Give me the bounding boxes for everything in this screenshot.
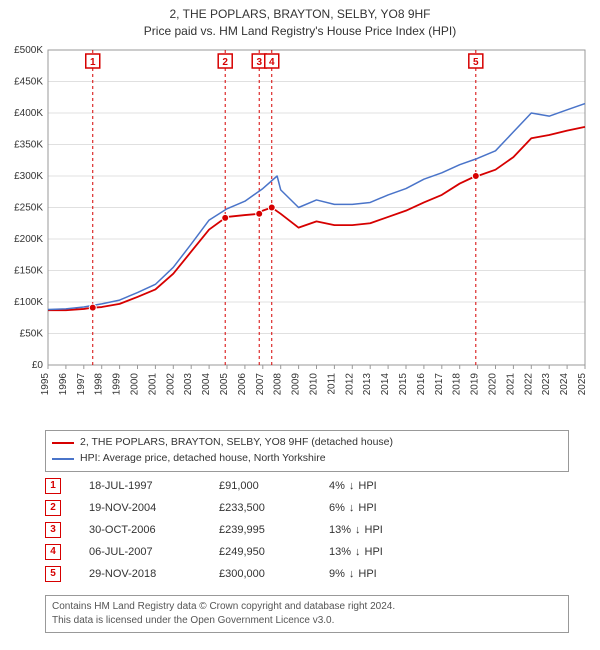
svg-text:1999: 1999 <box>112 373 123 396</box>
svg-text:£0: £0 <box>32 360 44 371</box>
svg-text:2004: 2004 <box>201 373 212 396</box>
legend-box: 2, THE POPLARS, BRAYTON, SELBY, YO8 9HF … <box>45 430 569 472</box>
svg-text:2019: 2019 <box>470 373 481 396</box>
svg-text:1995: 1995 <box>40 373 51 396</box>
svg-text:2012: 2012 <box>344 373 355 396</box>
svg-text:2017: 2017 <box>434 373 445 396</box>
chart-area: £0 £50K £100K £150K £200K £250K £300K £350K £400… <box>0 40 600 420</box>
sale-price: £249,950 <box>219 546 329 558</box>
svg-text:£300K: £300K <box>14 171 43 182</box>
sale-marker-box: 3 <box>45 522 61 538</box>
svg-text:3: 3 <box>256 57 262 68</box>
svg-text:2: 2 <box>222 57 228 68</box>
chart-container: 2, THE POPLARS, BRAYTON, SELBY, YO8 9HF … <box>0 0 600 650</box>
legend-swatch-hpi <box>52 458 74 460</box>
sale-price: £91,000 <box>219 480 329 492</box>
legend-label-hpi: HPI: Average price, detached house, Nort… <box>80 451 326 467</box>
down-arrow-icon: ↓ <box>355 546 361 558</box>
sale-date: 19-NOV-2004 <box>89 502 219 514</box>
svg-text:1996: 1996 <box>58 373 69 396</box>
svg-text:2002: 2002 <box>165 373 176 396</box>
svg-text:2008: 2008 <box>273 373 284 396</box>
chart-svg: £0 £50K £100K £150K £200K £250K £300K £350K £400… <box>0 40 600 420</box>
sale-date: 29-NOV-2018 <box>89 568 219 580</box>
svg-text:2024: 2024 <box>559 373 570 396</box>
svg-text:2009: 2009 <box>291 373 302 396</box>
svg-text:£250K: £250K <box>14 203 43 214</box>
svg-text:2000: 2000 <box>130 373 141 396</box>
svg-text:2015: 2015 <box>398 373 409 396</box>
svg-text:4: 4 <box>269 57 275 68</box>
svg-text:2022: 2022 <box>523 373 534 396</box>
sale-date: 30-OCT-2006 <box>89 524 219 536</box>
footer-line-1: Contains HM Land Registry data © Crown c… <box>52 600 562 614</box>
legend-row-property: 2, THE POPLARS, BRAYTON, SELBY, YO8 9HF … <box>52 435 562 451</box>
svg-text:2021: 2021 <box>505 373 516 396</box>
svg-text:£200K: £200K <box>14 234 43 245</box>
sale-marker-box: 2 <box>45 500 61 516</box>
svg-text:2010: 2010 <box>309 373 320 396</box>
sale-price: £233,500 <box>219 502 329 514</box>
sale-pct: 13% ↓ HPI <box>329 524 419 536</box>
down-arrow-icon: ↓ <box>355 524 361 536</box>
svg-text:£150K: £150K <box>14 266 43 277</box>
sale-date: 18-JUL-1997 <box>89 480 219 492</box>
sale-marker-box: 1 <box>45 478 61 494</box>
svg-text:1997: 1997 <box>76 373 87 396</box>
chart-title-block: 2, THE POPLARS, BRAYTON, SELBY, YO8 9HF … <box>0 0 600 40</box>
sale-pct: 6% ↓ HPI <box>329 502 419 514</box>
sale-marker-box: 4 <box>45 544 61 560</box>
svg-text:£50K: £50K <box>20 329 44 340</box>
sale-pct: 4% ↓ HPI <box>329 480 419 492</box>
svg-text:£500K: £500K <box>14 45 43 56</box>
footer-box: Contains HM Land Registry data © Crown c… <box>45 595 569 633</box>
sale-row: 2 19-NOV-2004£233,5006% ↓ HPI <box>45 497 419 519</box>
legend-swatch-property <box>52 442 74 444</box>
down-arrow-icon: ↓ <box>349 568 355 580</box>
title-line-2: Price paid vs. HM Land Registry's House … <box>0 23 600 40</box>
sale-price: £300,000 <box>219 568 329 580</box>
svg-text:2003: 2003 <box>183 373 194 396</box>
title-line-1: 2, THE POPLARS, BRAYTON, SELBY, YO8 9HF <box>0 6 600 23</box>
sale-price: £239,995 <box>219 524 329 536</box>
sale-row: 4 06-JUL-2007£249,95013% ↓ HPI <box>45 541 419 563</box>
svg-text:2001: 2001 <box>147 373 158 396</box>
svg-text:£100K: £100K <box>14 297 43 308</box>
svg-text:2011: 2011 <box>326 373 337 395</box>
svg-text:£350K: £350K <box>14 140 43 151</box>
sale-row: 5 29-NOV-2018£300,0009% ↓ HPI <box>45 563 419 585</box>
svg-text:2016: 2016 <box>416 373 427 396</box>
svg-text:2025: 2025 <box>577 373 588 396</box>
sale-pct: 13% ↓ HPI <box>329 546 419 558</box>
down-arrow-icon: ↓ <box>349 502 355 514</box>
sale-date: 06-JUL-2007 <box>89 546 219 558</box>
down-arrow-icon: ↓ <box>349 480 355 492</box>
svg-text:2023: 2023 <box>541 373 552 396</box>
svg-text:2013: 2013 <box>362 373 373 396</box>
svg-text:2020: 2020 <box>488 373 499 396</box>
svg-text:2014: 2014 <box>380 373 391 396</box>
svg-text:2006: 2006 <box>237 373 248 396</box>
sale-row: 1 18-JUL-1997£91,0004% ↓ HPI <box>45 475 419 497</box>
svg-text:2018: 2018 <box>452 373 463 396</box>
svg-text:5: 5 <box>473 57 479 68</box>
legend-row-hpi: HPI: Average price, detached house, Nort… <box>52 451 562 467</box>
sale-row: 3 30-OCT-2006£239,99513% ↓ HPI <box>45 519 419 541</box>
sale-marker-box: 5 <box>45 566 61 582</box>
legend-label-property: 2, THE POPLARS, BRAYTON, SELBY, YO8 9HF … <box>80 435 393 451</box>
sales-table: 118-JUL-1997£91,0004% ↓ HPI219-NOV-2004£… <box>45 475 419 585</box>
svg-text:1998: 1998 <box>94 373 105 396</box>
sale-pct: 9% ↓ HPI <box>329 568 419 580</box>
footer-line-2: This data is licensed under the Open Gov… <box>52 614 562 628</box>
svg-text:2007: 2007 <box>255 373 266 396</box>
svg-text:£400K: £400K <box>14 108 43 119</box>
svg-text:1: 1 <box>90 57 96 68</box>
svg-text:£450K: £450K <box>14 77 43 88</box>
svg-text:2005: 2005 <box>219 373 230 396</box>
